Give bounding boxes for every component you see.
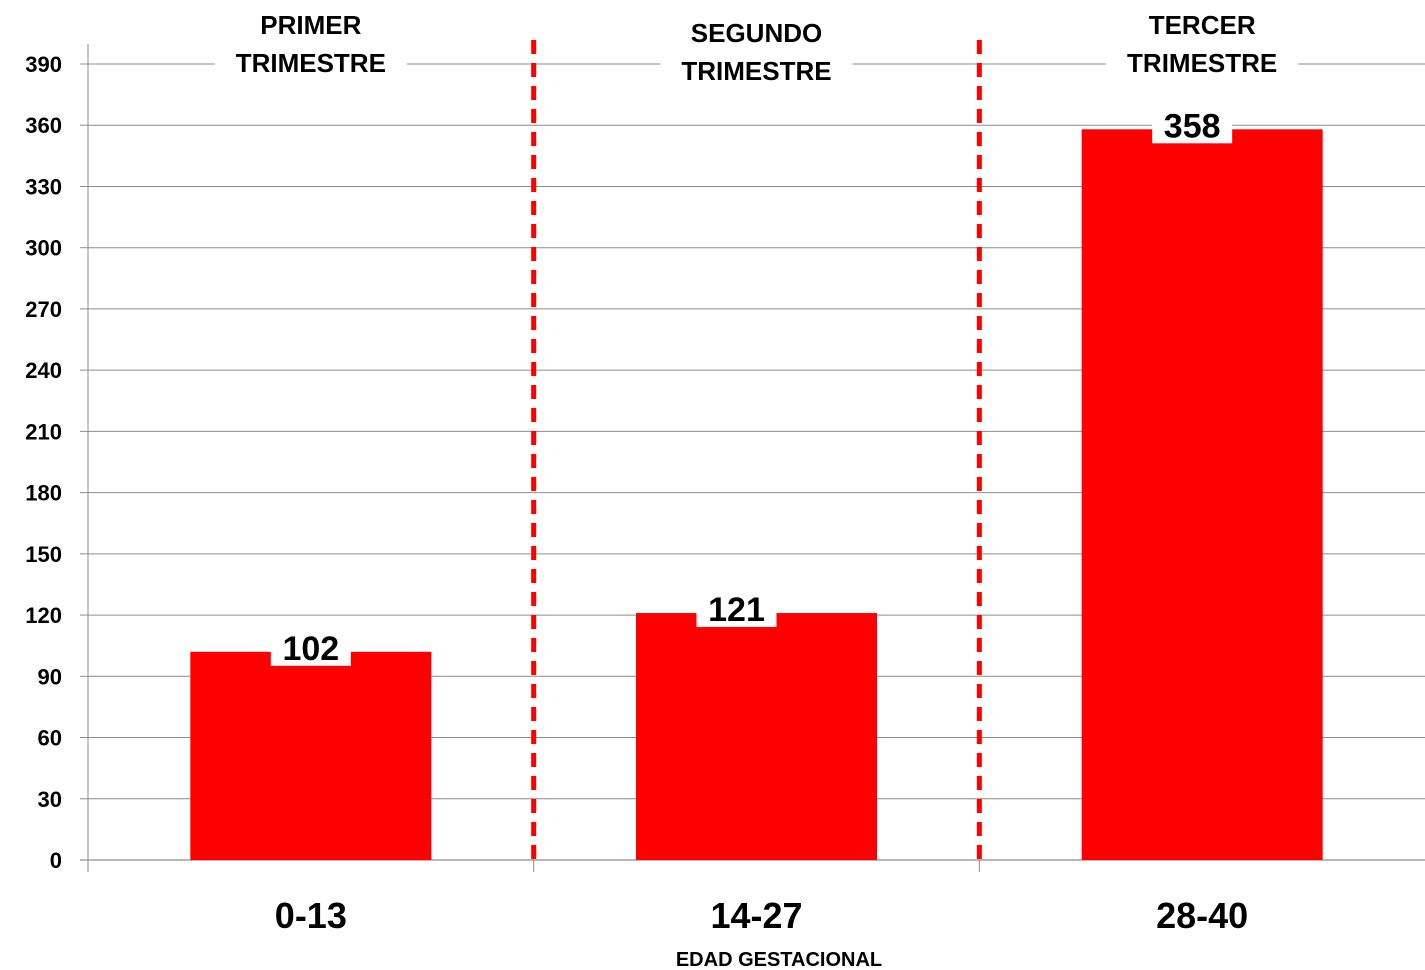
y-tick-label: 120 (25, 603, 62, 628)
y-tick-label: 360 (25, 113, 62, 138)
labels: 102 0-13 121 14-27 358 28-40 PRIMER TRIMESTRE SE… (214, 2, 1299, 936)
value-label: 121 (708, 591, 765, 629)
region-label-line2: TRIMESTRE (1127, 48, 1277, 78)
region-label-bg (660, 10, 853, 84)
y-tick-label: 90 (38, 664, 62, 689)
region-label-line1: PRIMER (260, 10, 361, 40)
y-tick-label: 150 (25, 542, 62, 567)
y-tick-label: 270 (25, 297, 62, 322)
y-tick-label: 390 (25, 52, 62, 77)
bars (190, 129, 1323, 861)
value-label: 358 (1164, 107, 1221, 145)
x-axis-title: EDAD GESTACIONAL (676, 949, 882, 970)
x-category-label: 14-27 (710, 895, 802, 936)
y-tick-label: 300 (25, 236, 62, 261)
x-category-label: 0-13 (275, 895, 347, 936)
y-tick-label: 180 (25, 481, 62, 506)
y-tick-label: 60 (38, 726, 62, 751)
region-label-line1: SEGUNDO (691, 18, 822, 48)
axes: 0 30 60 90 120 150 180 210 240 270 300 330 360 390 (25, 44, 1425, 873)
region-label-line1: TERCER (1149, 10, 1256, 40)
y-tick-label: 210 (25, 419, 62, 444)
value-label-bg (270, 625, 351, 666)
y-tick-label: 0 (50, 848, 62, 873)
region-label-line2: TRIMESTRE (236, 48, 386, 78)
value-label-bg (1152, 103, 1233, 144)
region-label-bg (1106, 2, 1299, 76)
bar (636, 613, 877, 860)
bar (190, 651, 432, 860)
value-label-bg (696, 587, 777, 628)
x-category-label: 28-40 (1156, 895, 1248, 936)
y-tick-label: 240 (25, 358, 62, 383)
region-label-line2: TRIMESTRE (681, 56, 831, 86)
region-label-bg (214, 2, 407, 76)
bar (1081, 129, 1323, 861)
y-tick-label: 30 (38, 787, 62, 812)
value-label: 102 (282, 630, 339, 668)
y-tick-label: 330 (25, 174, 62, 199)
